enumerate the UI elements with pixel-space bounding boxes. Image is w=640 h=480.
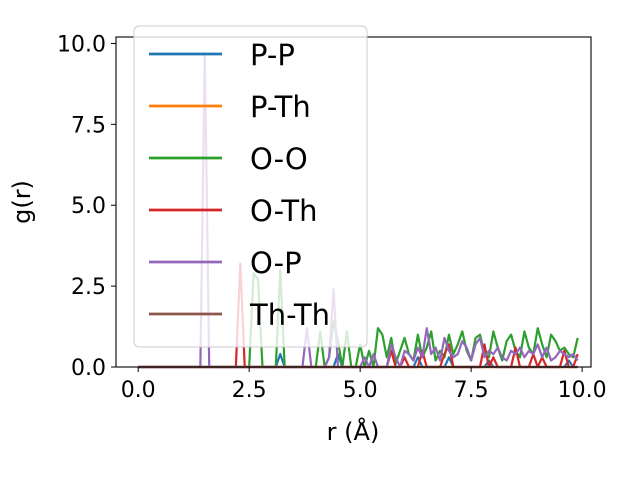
x-axis: 0.0 2.5 5.0 7.5 10.0 bbox=[121, 367, 607, 403]
legend-label-p-p: P-P bbox=[250, 38, 295, 72]
x-axis-label: r (Å) bbox=[327, 417, 380, 446]
y-tick-label: 0.0 bbox=[71, 356, 106, 381]
y-tick-label: 2.5 bbox=[71, 275, 106, 300]
legend-label-o-o: O-O bbox=[250, 142, 308, 176]
legend-label-th-th: Th-Th bbox=[249, 298, 330, 332]
x-tick-label: 0.0 bbox=[121, 378, 156, 403]
y-tick-label: 5.0 bbox=[71, 194, 106, 219]
legend-label-o-p: O-P bbox=[250, 246, 302, 280]
legend-label-o-th: O-Th bbox=[250, 194, 318, 228]
y-tick-label: 7.5 bbox=[71, 113, 106, 138]
legend: P-P P-Th O-O O-Th O-P Th-Th bbox=[133, 25, 368, 348]
x-tick-label: 5.0 bbox=[343, 378, 378, 403]
legend-label-p-th: P-Th bbox=[250, 90, 311, 124]
y-axis-label: g(r) bbox=[8, 180, 36, 224]
y-tick-label: 10.0 bbox=[57, 32, 106, 57]
y-axis: 0.0 2.5 5.0 7.5 10.0 bbox=[57, 32, 116, 381]
x-tick-label: 10.0 bbox=[558, 378, 607, 403]
x-tick-label: 2.5 bbox=[232, 378, 267, 403]
x-tick-label: 7.5 bbox=[454, 378, 489, 403]
